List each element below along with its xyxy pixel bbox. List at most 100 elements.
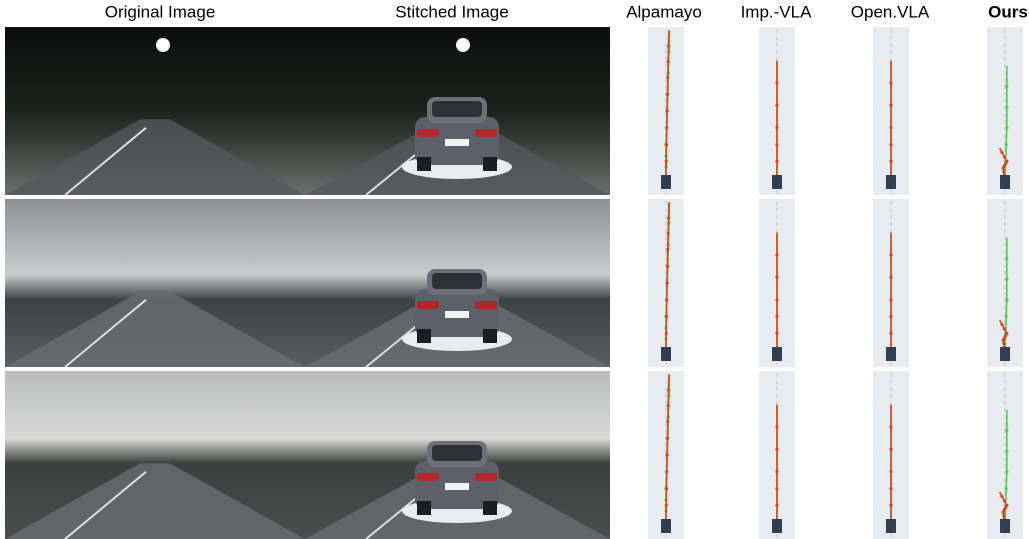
path-point [775, 104, 778, 107]
original-image [5, 27, 305, 195]
ego-vehicle [1000, 175, 1010, 189]
path-point [889, 448, 892, 451]
path-point [667, 60, 670, 63]
path-point [666, 248, 669, 251]
path-point [1000, 151, 1003, 154]
ego-vehicle [772, 519, 782, 533]
path-point [665, 470, 668, 473]
trajectory-panel [759, 371, 795, 539]
path-point [775, 276, 778, 279]
path-point [667, 388, 670, 391]
path-point [889, 253, 892, 256]
column-header: Alpamayo [626, 2, 702, 21]
ego-vehicle [661, 347, 671, 361]
column-header: Stitched Image [395, 2, 508, 21]
path-point [889, 298, 892, 301]
path-point [665, 126, 668, 129]
path-point [1005, 257, 1008, 260]
ego-vehicle [886, 175, 896, 189]
path-point [665, 504, 668, 507]
path-point [665, 453, 668, 456]
trajectory-panel [648, 371, 684, 539]
column-header: Original Image [105, 2, 216, 21]
path-point [775, 448, 778, 451]
path-point [667, 216, 670, 219]
path-point [1000, 495, 1003, 498]
path-point [1005, 298, 1008, 301]
trajectory-panel [648, 27, 684, 195]
path-point [775, 253, 778, 256]
path-point [889, 332, 892, 335]
path-point [667, 44, 670, 47]
path-point [665, 487, 668, 490]
trajectory-panel [873, 27, 909, 195]
path-point [1005, 487, 1008, 490]
figure: Original Image Stitched Image Alpamayo I… [0, 0, 1029, 539]
path-point [1005, 105, 1008, 108]
street-light [156, 38, 170, 52]
ego-vehicle [1000, 519, 1010, 533]
path-point [1005, 85, 1008, 88]
path-point [775, 143, 778, 146]
path-point [1002, 170, 1005, 173]
path-point [1005, 449, 1008, 452]
path-point [775, 160, 778, 163]
street-light [456, 38, 470, 52]
path-point [665, 281, 668, 284]
path-point [775, 487, 778, 490]
path-point [666, 76, 669, 79]
path-point [775, 81, 778, 84]
ego-vehicle [661, 519, 671, 533]
path-point [1005, 315, 1008, 318]
path-point [889, 160, 892, 163]
trajectory-panel [987, 371, 1023, 539]
trajectory-panel [873, 199, 909, 367]
path-point [775, 332, 778, 335]
path-point [775, 470, 778, 473]
path-point [667, 232, 670, 235]
path-point [775, 425, 778, 428]
stitched-image [305, 199, 610, 367]
path-point [889, 487, 892, 490]
path-point [1005, 143, 1008, 146]
path-point [775, 504, 778, 507]
trajectory-panel [759, 27, 795, 195]
path-point [665, 160, 668, 163]
trajectory-panel [987, 199, 1023, 367]
path-point [1005, 429, 1008, 432]
column-header: Ours [988, 2, 1028, 21]
path-point [665, 298, 668, 301]
trajectory-panel [759, 199, 795, 367]
path-point [1005, 277, 1008, 280]
path-point [1003, 499, 1006, 502]
path-point [1002, 514, 1005, 517]
path-point [889, 276, 892, 279]
path-point [666, 437, 669, 440]
path-point [1003, 327, 1006, 330]
path-point [665, 109, 668, 112]
trajectory-panel [987, 27, 1023, 195]
path-point [666, 265, 669, 268]
stitched-image [305, 371, 610, 539]
path-point [889, 126, 892, 129]
path-point [775, 315, 778, 318]
trajectory-grid [648, 27, 1023, 539]
path-point [667, 404, 670, 407]
path-point [1005, 504, 1008, 507]
path-point [665, 143, 668, 146]
ego-vehicle [1000, 347, 1010, 361]
column-header: Open.VLA [851, 2, 930, 21]
path-point [1000, 323, 1003, 326]
trajectory-panel [648, 199, 684, 367]
path-point [889, 81, 892, 84]
path-point [889, 315, 892, 318]
path-point [1005, 160, 1008, 163]
path-point [665, 315, 668, 318]
ego-vehicle [772, 175, 782, 189]
ego-vehicle [886, 347, 896, 361]
path-point [775, 298, 778, 301]
stitched-image [305, 27, 610, 195]
path-point [1005, 126, 1008, 129]
path-point [666, 420, 669, 423]
path-point [889, 104, 892, 107]
